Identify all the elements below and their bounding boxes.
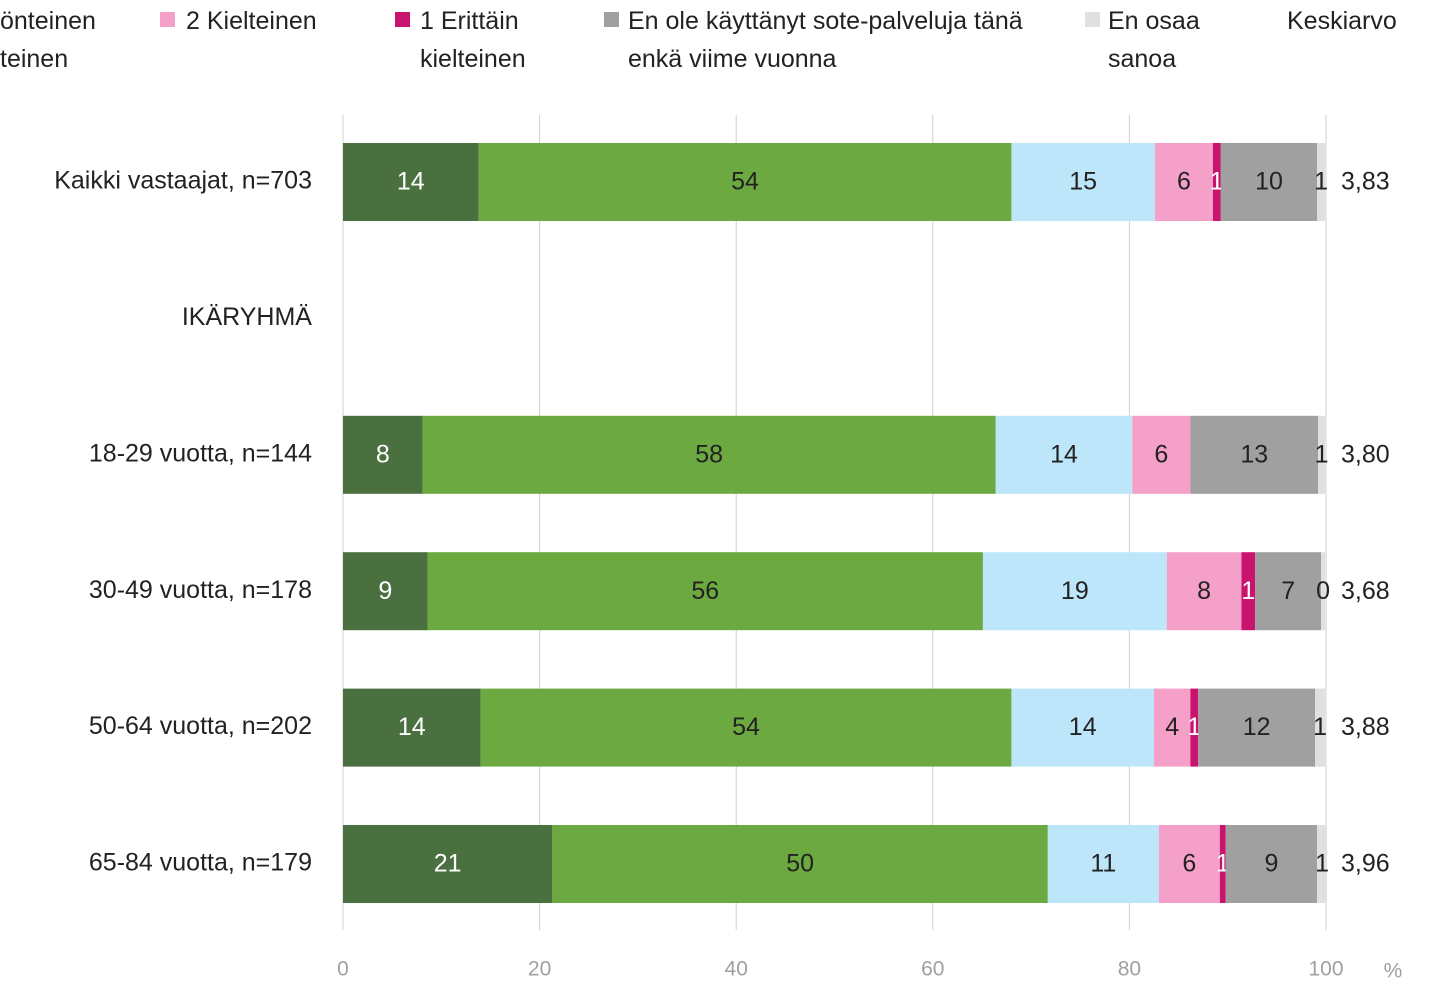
- bar-segment: [1317, 143, 1326, 221]
- value-label: 21: [434, 850, 462, 878]
- value-label: 6: [1182, 850, 1196, 878]
- bar-segment: [343, 143, 479, 221]
- x-tick-label: 20: [528, 958, 551, 981]
- value-label: 0: [1316, 577, 1330, 605]
- bar-segment: [1158, 825, 1220, 903]
- bar-segment: [995, 415, 1133, 494]
- category-label: 50-64 vuotta, n=202: [89, 712, 312, 740]
- bar-segment: [1219, 825, 1226, 903]
- bar-segment: [422, 415, 996, 494]
- value-label: 1: [1315, 440, 1329, 468]
- average-label: 3,80: [1341, 440, 1390, 468]
- value-label: 9: [378, 577, 392, 605]
- value-label: 15: [1069, 168, 1097, 196]
- bar-segment: [1011, 143, 1155, 221]
- value-label: 1: [1313, 713, 1327, 741]
- value-label: 12: [1243, 713, 1271, 741]
- value-label: 13: [1240, 440, 1268, 468]
- legend-label: 2 Kielteinen: [186, 7, 317, 35]
- average-label: 3,68: [1341, 577, 1390, 605]
- x-tick-label: 100: [1308, 958, 1343, 981]
- value-label: 58: [695, 440, 723, 468]
- value-label: 14: [1069, 713, 1097, 741]
- value-label: 1: [1210, 168, 1224, 196]
- legend-label: önteinen teinen: [0, 7, 96, 73]
- legend-label: En osaa sanoa: [1108, 7, 1200, 73]
- bar-segment: [343, 688, 481, 767]
- legend-swatch: [604, 12, 619, 27]
- x-tick-label: 60: [921, 958, 944, 981]
- legend-swatch: [1085, 12, 1100, 27]
- bar-segment: [1153, 688, 1191, 767]
- bar-segment: [1166, 552, 1242, 631]
- value-label: 8: [1197, 577, 1211, 605]
- x-tick-label: 40: [725, 958, 748, 981]
- bar-segment: [343, 825, 553, 903]
- x-axis-label: %: [1384, 960, 1403, 982]
- x-tick-label: 0: [337, 958, 349, 981]
- value-label: 14: [397, 168, 425, 196]
- category-label: 18-29 vuotta, n=144: [89, 439, 312, 467]
- bar-segment: [1132, 415, 1191, 494]
- value-label: 19: [1061, 577, 1089, 605]
- bar-segment: [1318, 415, 1326, 494]
- value-label: 1: [1241, 577, 1255, 605]
- bar-segment: [1321, 552, 1326, 631]
- x-tick-label: 80: [1118, 958, 1141, 981]
- bar-segment: [480, 688, 1012, 767]
- average-label: 3,88: [1341, 713, 1390, 741]
- category-label: 30-49 vuotta, n=178: [89, 576, 312, 604]
- value-label: 11: [1090, 850, 1116, 878]
- legend-label: Keskiarvo: [1287, 7, 1397, 35]
- bar-segment: [343, 415, 423, 494]
- legend-label: 1 Erittäin kielteinen: [420, 7, 526, 73]
- value-label: 10: [1255, 168, 1283, 196]
- bar-segment: [982, 552, 1167, 631]
- legend-swatch: [395, 12, 410, 27]
- average-label: 3,83: [1341, 168, 1390, 196]
- value-label: 1: [1315, 850, 1329, 878]
- value-label: 14: [1050, 440, 1078, 468]
- bar-segment: [427, 552, 983, 631]
- bar-segment: [552, 825, 1048, 903]
- bar-segment: [1190, 415, 1319, 494]
- bar-segment: [1198, 688, 1316, 767]
- average-label: 3,96: [1341, 850, 1390, 878]
- value-label: 8: [376, 440, 390, 468]
- value-label: 9: [1264, 850, 1278, 878]
- bar-segment: [1190, 688, 1199, 767]
- value-label: 50: [786, 850, 814, 878]
- bar-segment: [1315, 688, 1326, 767]
- legend-swatch: [160, 12, 175, 27]
- bar-segment: [1255, 552, 1322, 631]
- bar-segment: [1011, 688, 1154, 767]
- bar-segment: [1154, 143, 1213, 221]
- value-label: 7: [1281, 577, 1295, 605]
- value-label: 54: [731, 168, 759, 196]
- category-label: 65-84 vuotta, n=179: [89, 849, 312, 877]
- value-label: 1: [1314, 168, 1328, 196]
- bar-segment: [1317, 825, 1327, 903]
- value-label: 54: [732, 713, 760, 741]
- value-label: 56: [691, 577, 719, 605]
- bar-segment: [1225, 825, 1318, 903]
- category-label: Kaikki vastaajat, n=703: [54, 167, 312, 195]
- bar-segment: [343, 552, 428, 631]
- value-label: 1: [1187, 713, 1201, 741]
- value-label: 6: [1177, 168, 1191, 196]
- value-label: 4: [1165, 713, 1179, 741]
- legend-label: En ole käyttänyt sote-palveluja tänä enk…: [628, 7, 1023, 73]
- value-label: 6: [1154, 440, 1168, 468]
- bar-segment: [1241, 552, 1256, 631]
- category-label: IKÄRYHMÄ: [182, 303, 312, 331]
- bar-segment: [1047, 825, 1159, 903]
- bar-segment: [478, 143, 1012, 221]
- bar-segment: [1212, 143, 1221, 221]
- bar-segment: [1220, 143, 1318, 221]
- value-label: 14: [398, 713, 426, 741]
